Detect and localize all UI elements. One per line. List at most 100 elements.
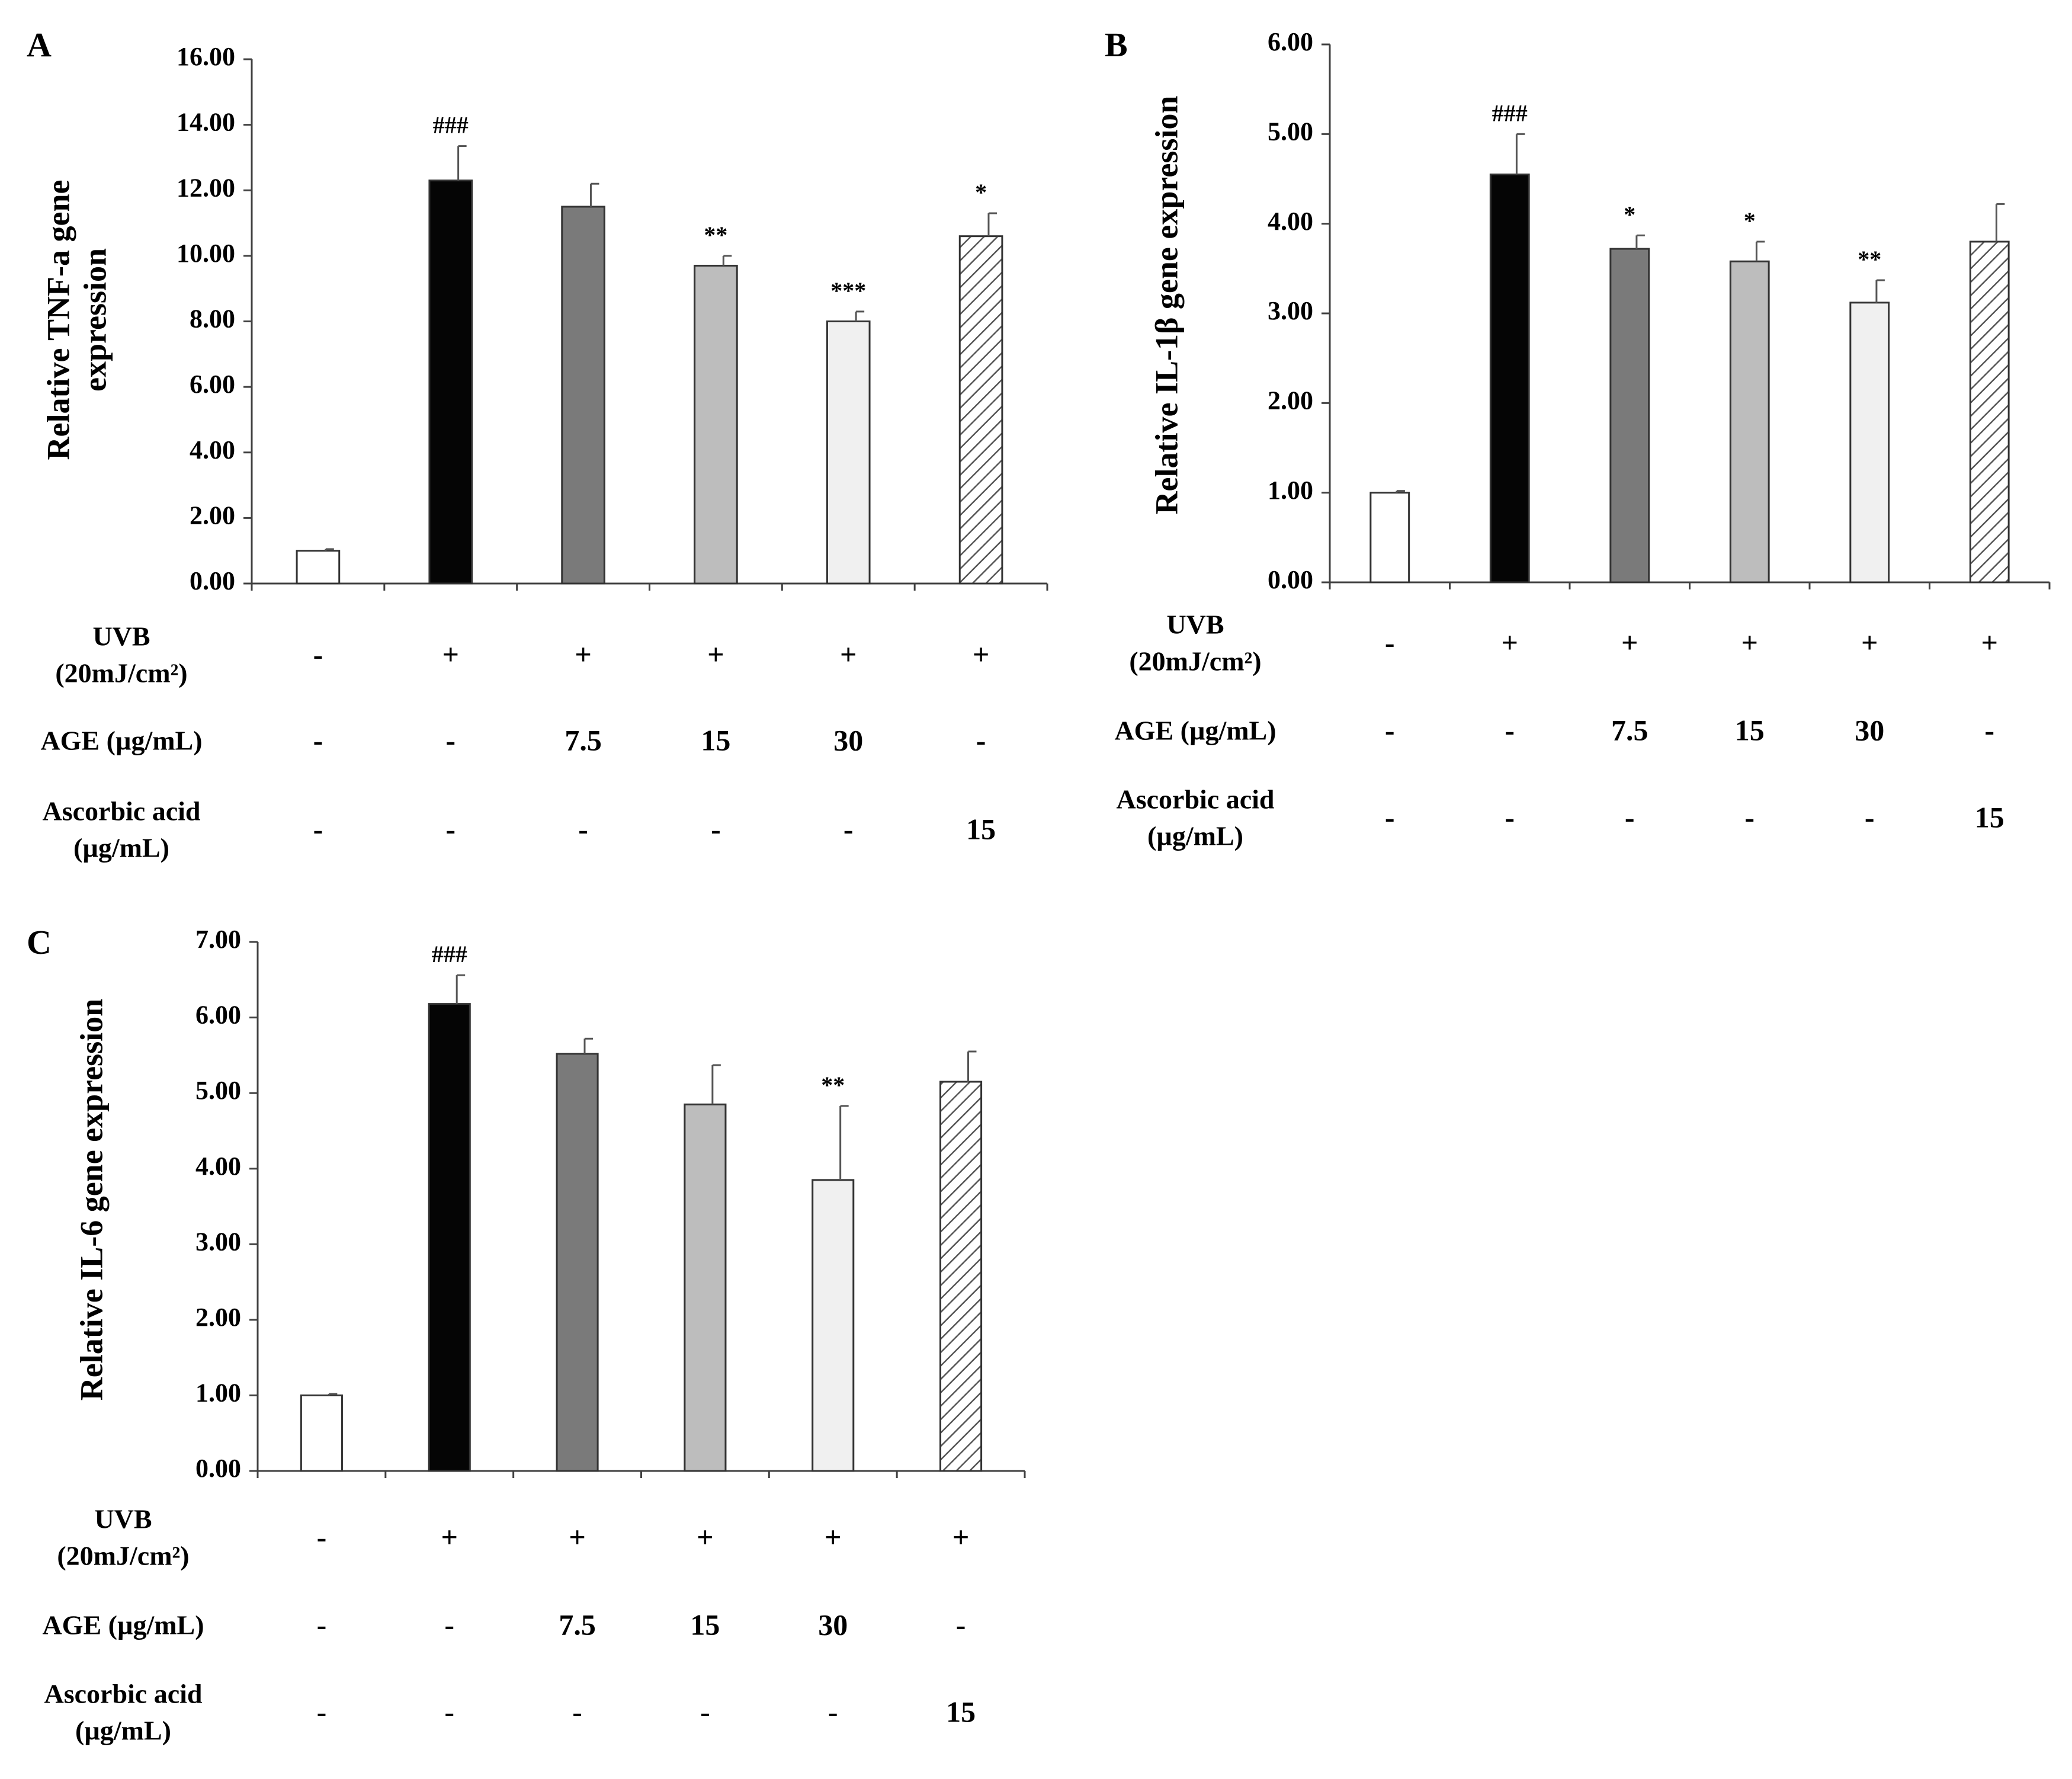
y-tick-label: 0.00 <box>190 566 235 595</box>
y-tick-label: 4.00 <box>1268 207 1313 236</box>
y-tick-label: 5.00 <box>1268 117 1313 146</box>
y-tick-label: 12.00 <box>177 173 235 202</box>
y-tick-label: 3.00 <box>195 1227 241 1256</box>
bar <box>428 1003 471 1472</box>
bar <box>1969 241 2010 584</box>
condition-value: 15 <box>1735 713 1765 746</box>
bar <box>300 1394 343 1472</box>
y-axis-title: expression <box>77 248 113 392</box>
bar <box>939 1081 983 1472</box>
condition-value: + <box>825 1520 842 1553</box>
condition-value: 15 <box>1975 800 2004 834</box>
bar <box>1369 492 1410 584</box>
condition-value: - <box>1505 713 1515 746</box>
significance-label: ### <box>433 112 469 139</box>
y-tick-label: 14.00 <box>177 108 235 137</box>
condition-value: 30 <box>1855 713 1884 746</box>
condition-value: - <box>317 1520 327 1553</box>
condition-value: + <box>1981 626 1999 659</box>
condition-value: + <box>441 1520 458 1553</box>
condition-value: + <box>840 637 857 671</box>
condition-value: - <box>1385 800 1395 834</box>
y-tick-label: 6.00 <box>195 1001 241 1030</box>
condition-value: - <box>843 812 854 845</box>
condition-label: (µg/mL) <box>1147 821 1243 851</box>
y-tick-label: 5.00 <box>195 1076 241 1105</box>
condition-value: - <box>1865 800 1875 834</box>
condition-value: + <box>1621 626 1638 659</box>
y-axis-title: Relative TNF-a gene <box>40 180 76 460</box>
y-tick-label: 7.00 <box>195 925 241 954</box>
condition-label: AGE (µg/mL) <box>42 1610 204 1640</box>
condition-value: + <box>707 637 724 671</box>
panel-b: B Relative IL-1β gene expression 0.00 1.00 2… <box>1105 25 2051 851</box>
significance-label: * <box>1624 201 1635 227</box>
condition-value: 7.5 <box>1611 713 1648 746</box>
y-tick-label: 2.00 <box>195 1303 241 1332</box>
bar <box>1609 248 1650 584</box>
y-axis-title: Relative IL-6 gene expression <box>73 999 109 1400</box>
condition-label: (20mJ/cm²) <box>57 1541 189 1571</box>
significance-label: ### <box>432 941 467 967</box>
condition-label: (20mJ/cm²) <box>55 658 187 688</box>
y-tick-label: 4.00 <box>195 1152 241 1181</box>
condition-label: AGE (µg/mL) <box>1114 716 1276 746</box>
panel-c: C Relative IL-6 gene expression 0.00 1.00 2.… <box>27 923 1026 1746</box>
condition-value: 30 <box>818 1608 848 1641</box>
condition-value: - <box>700 1695 710 1728</box>
condition-value: - <box>313 637 323 671</box>
y-tick-label: 1.00 <box>1268 476 1313 505</box>
significance-label: ### <box>1492 100 1528 126</box>
y-tick-label: 3.00 <box>1268 296 1313 325</box>
condition-value: - <box>1505 800 1515 834</box>
y-tick-label: 0.00 <box>1268 565 1313 594</box>
condition-value: 15 <box>690 1608 720 1641</box>
condition-value: 15 <box>966 812 996 845</box>
condition-value: - <box>1385 626 1395 659</box>
bar <box>958 235 1003 585</box>
y-tick-label: 10.00 <box>177 239 235 268</box>
condition-value: - <box>444 1608 454 1641</box>
condition-value: - <box>1385 713 1395 746</box>
bar <box>826 320 871 585</box>
condition-value: - <box>317 1608 327 1641</box>
condition-value: 7.5 <box>559 1608 596 1641</box>
condition-label: (µg/mL) <box>75 1716 171 1746</box>
condition-label: UVB <box>92 621 150 652</box>
bar <box>428 179 473 585</box>
y-tick-label: 6.00 <box>1268 27 1313 56</box>
bar <box>694 264 738 585</box>
y-tick-label: 16.00 <box>177 42 235 71</box>
significance-label: ** <box>821 1072 845 1098</box>
condition-value: + <box>1861 626 1878 659</box>
condition-label: Ascorbic acid <box>1116 784 1274 815</box>
condition-value: 15 <box>701 723 730 757</box>
condition-label: (20mJ/cm²) <box>1129 646 1261 677</box>
condition-value: + <box>1502 626 1519 659</box>
condition-value: - <box>313 723 323 757</box>
condition-value: + <box>442 637 460 671</box>
y-tick-label: 4.00 <box>190 435 235 464</box>
condition-value: + <box>1741 626 1759 659</box>
condition-value: 30 <box>833 723 863 757</box>
condition-value: - <box>445 723 456 757</box>
condition-label: Ascorbic acid <box>42 796 200 826</box>
significance-label: ** <box>1858 246 1881 273</box>
condition-value: - <box>578 812 588 845</box>
condition-value: + <box>575 637 592 671</box>
condition-value: + <box>973 637 990 671</box>
panel-letter: B <box>1105 25 1128 64</box>
condition-value: - <box>1984 713 1994 746</box>
condition-value: - <box>572 1695 582 1728</box>
condition-value: - <box>1625 800 1635 834</box>
significance-label: * <box>1744 207 1756 234</box>
condition-value: 15 <box>946 1695 976 1728</box>
y-tick-label: 0.00 <box>195 1454 241 1483</box>
y-tick-label: 2.00 <box>1268 386 1313 415</box>
condition-value: 7.5 <box>564 723 602 757</box>
condition-label: AGE (µg/mL) <box>40 726 202 756</box>
y-axis-title: Relative IL-1β gene expression <box>1149 96 1184 515</box>
bar <box>1849 302 1890 584</box>
condition-label: UVB <box>1166 610 1224 640</box>
